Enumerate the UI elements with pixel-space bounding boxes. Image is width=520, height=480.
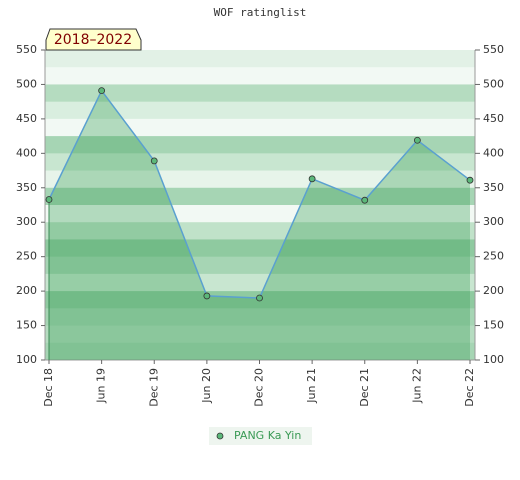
background-band [45, 325, 475, 344]
y2-tick-label: 250 [483, 250, 504, 263]
x-tick-label: Dec 19 [147, 368, 160, 407]
background-band [45, 101, 475, 120]
marker [256, 294, 263, 302]
marker [413, 136, 421, 144]
background-band [45, 67, 475, 85]
y-tick-label: 250 [16, 250, 37, 263]
background-band [45, 205, 475, 223]
y-tick-label: 350 [16, 181, 37, 194]
y2-tick-label: 350 [483, 181, 504, 194]
badge-box [45, 28, 142, 51]
background-band [45, 308, 475, 327]
y-tick-label: 400 [16, 146, 37, 159]
x-tick-label: Dec 21 [358, 368, 371, 407]
background-band [45, 118, 475, 137]
background-band [45, 342, 475, 361]
background-band [45, 273, 475, 292]
chart-title: WOF ratinglist [214, 6, 307, 19]
legend-label: PANG Ka Yin [234, 429, 301, 442]
y2-tick-label: 400 [483, 146, 504, 159]
legend-box [209, 427, 312, 445]
y2-tick-label: 200 [483, 284, 504, 297]
y-tick-label: 300 [16, 215, 37, 228]
y-tick-label: 550 [16, 43, 37, 56]
x-tick-label: Jun 21 [305, 368, 318, 404]
x-tick-label: Jun 22 [410, 368, 423, 404]
marker [308, 175, 316, 183]
marker [361, 196, 369, 204]
marker [150, 157, 158, 165]
y2-tick-label: 450 [483, 112, 504, 125]
y-tick-label: 200 [16, 284, 37, 297]
background-band [45, 256, 475, 275]
x-tick-label: Jun 19 [95, 368, 108, 404]
background-band [45, 222, 475, 240]
legend-marker [216, 432, 224, 440]
y2-tick-label: 550 [483, 43, 504, 56]
y-tick-label: 450 [16, 112, 37, 125]
x-tick-label: Dec 18 [42, 368, 55, 407]
x-tick-label: Jun 20 [200, 368, 213, 404]
marker [45, 196, 53, 203]
x-tick-label: Dec 22 [463, 368, 476, 407]
background-band [45, 84, 475, 103]
background-band [45, 239, 475, 258]
background-band [45, 50, 475, 68]
y2-tick-label: 150 [483, 319, 504, 332]
y-tick-label: 500 [16, 77, 37, 90]
y-tick-label: 100 [16, 353, 37, 366]
y2-tick-label: 500 [483, 77, 504, 90]
badge-label: 2018–2022 [54, 32, 132, 48]
y2-tick-label: 300 [483, 215, 504, 228]
area [49, 90, 470, 361]
marker [98, 87, 106, 95]
background-band [45, 170, 475, 189]
y2-tick-label: 100 [483, 353, 504, 366]
marker [466, 176, 474, 184]
background-band [45, 136, 475, 154]
x-tick-label: Dec 20 [253, 368, 266, 407]
y-tick-label: 150 [16, 319, 37, 332]
marker [203, 292, 211, 300]
